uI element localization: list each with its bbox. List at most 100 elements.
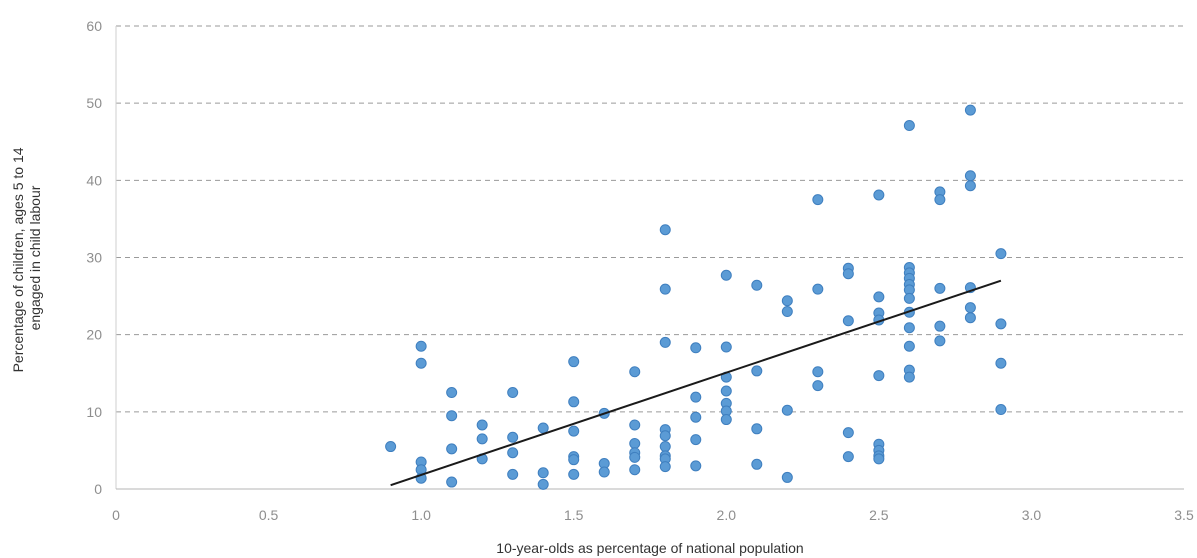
- data-point: [964, 302, 976, 314]
- y-tick-label: 0: [94, 481, 102, 497]
- data-point: [659, 441, 671, 453]
- x-tick-labels: 0 0.5 1.0 1.5 2.0 2.5 3.0 3.5: [112, 507, 1194, 523]
- data-point: [659, 224, 671, 236]
- data-point: [781, 471, 793, 483]
- data-point: [659, 336, 671, 348]
- data-point: [690, 411, 702, 423]
- data-point: [446, 387, 458, 399]
- data-point: [629, 366, 641, 378]
- y-tick-labels: 0 10 20 30 40 50 60: [86, 18, 102, 497]
- data-point: [507, 387, 519, 399]
- data-point: [415, 357, 427, 369]
- data-point: [568, 425, 580, 437]
- data-point: [720, 414, 732, 426]
- data-point: [751, 365, 763, 377]
- y-axis-title: Percentage of children, ages 5 to 14 eng…: [10, 144, 43, 373]
- data-point: [842, 268, 854, 280]
- data-point: [995, 248, 1007, 260]
- data-point: [537, 467, 549, 479]
- y-tick-label: 50: [86, 95, 102, 111]
- data-point: [934, 194, 946, 206]
- data-point: [781, 295, 793, 307]
- data-point: [568, 396, 580, 408]
- data-point: [446, 476, 458, 488]
- x-tick-label: 1.5: [564, 507, 584, 523]
- data-point: [751, 423, 763, 435]
- data-point: [812, 283, 824, 295]
- data-point: [659, 283, 671, 295]
- data-point: [537, 478, 549, 490]
- data-point: [964, 170, 976, 182]
- y-tick-label: 10: [86, 404, 102, 420]
- data-point: [720, 341, 732, 353]
- data-point: [751, 279, 763, 291]
- y-tick-label: 60: [86, 18, 102, 34]
- x-axis-title: 10-year-olds as percentage of national p…: [496, 540, 803, 556]
- gridlines: [115, 25, 1184, 489]
- data-point: [568, 454, 580, 466]
- trend-line: [390, 279, 1002, 487]
- data-point: [842, 315, 854, 327]
- data-point: [659, 461, 671, 473]
- y-tick-label: 20: [86, 327, 102, 343]
- data-point: [903, 340, 915, 352]
- x-tick-label: 3.0: [1022, 507, 1042, 523]
- data-point: [873, 370, 885, 382]
- data-point: [964, 104, 976, 116]
- data-point: [873, 189, 885, 201]
- data-point: [415, 340, 427, 352]
- y-tick-label: 40: [86, 172, 102, 188]
- data-point: [964, 312, 976, 324]
- data-point: [964, 180, 976, 192]
- data-point: [568, 468, 580, 480]
- data-point: [903, 371, 915, 383]
- data-point: [781, 306, 793, 318]
- data-point: [751, 458, 763, 470]
- data-point: [995, 318, 1007, 330]
- data-point: [507, 447, 519, 459]
- y-axis-title-line-2: engaged in child labour: [27, 185, 43, 330]
- data-point: [781, 404, 793, 416]
- data-point: [507, 468, 519, 480]
- data-point: [629, 451, 641, 463]
- data-point: [629, 464, 641, 476]
- data-point: [812, 366, 824, 378]
- data-point: [995, 357, 1007, 369]
- data-point: [568, 356, 580, 368]
- data-point: [507, 431, 519, 443]
- y-tick-label: 30: [86, 250, 102, 266]
- data-points: [385, 104, 1007, 490]
- data-point: [842, 451, 854, 463]
- data-point: [842, 427, 854, 439]
- data-point: [720, 269, 732, 281]
- data-point: [720, 385, 732, 397]
- y-axis-title-line-1: Percentage of children, ages 5 to 14: [10, 147, 26, 372]
- data-point: [598, 466, 610, 478]
- x-tick-label: 3.5: [1174, 507, 1194, 523]
- data-point: [385, 441, 397, 453]
- x-tick-label: 0: [112, 507, 120, 523]
- data-point: [629, 419, 641, 431]
- x-tick-label: 1.0: [411, 507, 431, 523]
- x-tick-label: 0.5: [259, 507, 279, 523]
- data-point: [934, 335, 946, 347]
- data-point: [446, 410, 458, 422]
- data-point: [476, 433, 488, 445]
- data-point: [690, 460, 702, 472]
- data-point: [873, 291, 885, 303]
- data-point: [903, 120, 915, 132]
- data-point: [934, 320, 946, 332]
- data-point: [476, 419, 488, 431]
- data-point: [903, 292, 915, 304]
- data-point: [690, 391, 702, 403]
- x-tick-label: 2.5: [869, 507, 889, 523]
- data-point: [659, 430, 671, 442]
- data-point: [873, 453, 885, 465]
- data-point: [690, 434, 702, 446]
- data-point: [537, 422, 549, 434]
- data-point: [812, 194, 824, 206]
- data-point: [446, 443, 458, 455]
- data-point: [934, 282, 946, 294]
- x-tick-label: 2.0: [717, 507, 737, 523]
